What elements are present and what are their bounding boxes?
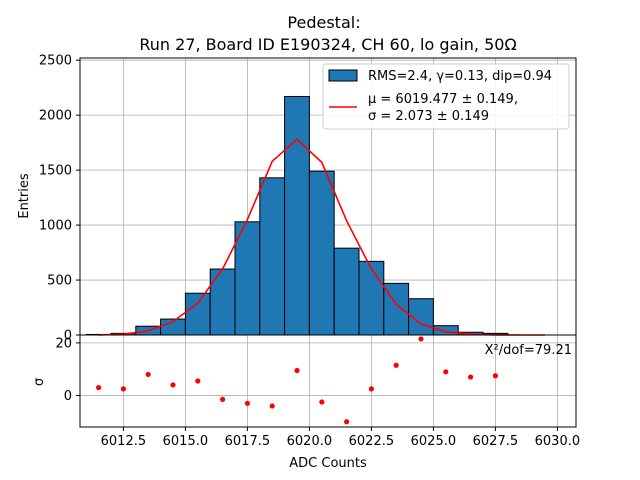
residual-y-tick-label: 0: [64, 389, 72, 404]
residual-point: [492, 373, 498, 379]
histogram-y-tick-label: 500: [47, 274, 72, 289]
histogram-y-tick-label: 0: [64, 329, 72, 344]
histogram-bar: [333, 247, 360, 336]
residual-point: [393, 362, 399, 368]
residual-point: [294, 367, 300, 374]
x-tick-label: 6015.0: [163, 434, 209, 449]
histogram-bar: [432, 325, 459, 336]
residual-point: [418, 336, 424, 342]
histogram-panel: 0 500 1000 1500 2000 2500 Entries RMS=2.4, γ=…: [17, 54, 577, 344]
x-tick-label: 6017.5: [225, 434, 271, 449]
histogram-bar: [259, 177, 286, 336]
histogram-y-tick-label: 1000: [39, 219, 72, 234]
residual-points: [96, 336, 498, 425]
residual-point: [120, 386, 126, 392]
x-tick-label: 6020.0: [287, 434, 333, 449]
histogram-y-ticks: 0 500 1000 1500 2000 2500: [39, 54, 80, 344]
residual-y-tick-label: 20: [55, 336, 72, 351]
residual-point: [170, 382, 176, 388]
residual-point: [468, 374, 474, 380]
residual-point: [195, 378, 201, 384]
legend-label-fit-mu: μ = 6019.477 ± 0.149,: [368, 92, 518, 107]
x-axis-label: ADC Counts: [289, 456, 367, 471]
residual-point: [96, 384, 102, 391]
chart-title-line-1: Pedestal:: [287, 13, 360, 32]
legend-label-histogram: RMS=2.4, γ=0.13, dip=0.94: [368, 69, 552, 84]
gaussian-fit-line: [98, 138, 545, 336]
histogram-bar: [358, 260, 385, 336]
histogram-bar: [234, 221, 261, 336]
histogram-bars: [85, 95, 509, 336]
histogram-bar: [184, 292, 211, 336]
residual-point: [269, 403, 275, 409]
histogram-legend: RMS=2.4, γ=0.13, dip=0.94 μ = 6019.477 ±…: [322, 63, 570, 130]
x-tick-label: 6030.0: [535, 434, 581, 449]
residual-x-ticks: 6012.5 6015.0 6017.5 6020.0 6022.5 6025.0 6027…: [101, 427, 581, 449]
histogram-bar: [209, 268, 236, 336]
residual-point: [344, 419, 350, 425]
legend-bar-swatch: [328, 69, 358, 82]
residual-point: [368, 386, 374, 392]
residual-point: [244, 400, 250, 406]
x-tick-label: 6022.5: [349, 434, 395, 449]
x-tick-label: 6012.5: [101, 434, 147, 449]
histogram-y-tick-label: 2000: [39, 109, 72, 124]
residual-y-axis-label: σ: [32, 378, 47, 386]
chi2-annotation: X²/dof=79.21: [485, 343, 572, 358]
chart-title-line-2: Run 27, Board ID E190324, CH 60, lo gain…: [139, 35, 516, 54]
x-tick-label: 6027.5: [473, 434, 519, 449]
histogram-y-tick-label: 1500: [39, 164, 72, 179]
legend-box: [322, 63, 570, 130]
x-tick-label: 6025.0: [411, 434, 457, 449]
legend-label-fit-sigma: σ = 2.073 ± 0.149: [368, 109, 489, 124]
residual-axes-frame: [79, 334, 577, 428]
histogram-y-axis-label: Entries: [17, 173, 32, 219]
residual-gridlines: [80, 335, 576, 427]
residual-point: [220, 396, 226, 402]
residual-y-ticks: 0 20: [55, 336, 80, 404]
residual-point: [443, 369, 449, 375]
histogram-bar: [308, 170, 335, 336]
histogram-y-tick-label: 2500: [39, 54, 72, 69]
residual-point: [319, 399, 325, 405]
residual-panel: 0 20 6012.5 6015.0 6017.5 6020.0 6022.5 6025.0…: [32, 334, 581, 471]
residual-point: [145, 371, 151, 378]
histogram-bar: [284, 95, 310, 336]
